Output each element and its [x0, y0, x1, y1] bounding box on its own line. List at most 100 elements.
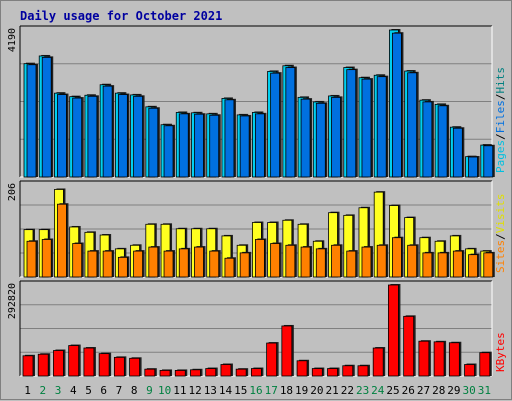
x-tick-day-16: 16: [249, 384, 262, 397]
x-tick-day-8: 8: [131, 384, 138, 397]
bar-kbytes-day-10: [159, 370, 171, 377]
bar-kbytes-day-23: [357, 365, 369, 377]
bar-kbytes-day-9: [144, 368, 156, 377]
x-tick-day-26: 26: [402, 384, 415, 397]
legend-item-files: Files: [494, 100, 507, 133]
bar-files-day-12: [194, 113, 204, 178]
x-tick-day-6: 6: [100, 384, 107, 397]
bar-sites-day-6: [102, 250, 113, 278]
x-tick-day-21: 21: [326, 384, 339, 397]
x-tick-day-18: 18: [280, 384, 293, 397]
bar-kbytes-day-27: [418, 340, 430, 377]
legend-kbytes: KBytes: [494, 332, 507, 372]
bar-files-day-20: [315, 102, 326, 178]
bar-kbytes-day-31: [479, 352, 491, 377]
bar-files-day-29: [452, 127, 463, 178]
ymax-label-hits-files: 4190: [7, 28, 18, 52]
x-tick-day-11: 11: [173, 384, 186, 397]
x-tick-day-15: 15: [234, 384, 247, 397]
bar-files-day-6: [102, 85, 113, 178]
x-tick-day-7: 7: [116, 384, 123, 397]
bar-sites-day-30: [468, 254, 478, 278]
bar-files-day-17: [270, 72, 281, 178]
bar-sites-day-13: [209, 250, 220, 278]
bar-files-day-4: [72, 97, 83, 178]
legend-item-sites: Sites: [494, 240, 507, 273]
bar-sites-day-14: [224, 257, 235, 278]
x-tick-day-14: 14: [219, 384, 233, 397]
bar-files-day-9: [148, 107, 159, 178]
legend-sites-visits: Sites/Visits: [494, 194, 507, 274]
x-tick-day-5: 5: [85, 384, 92, 397]
bar-sites-day-2: [41, 239, 52, 278]
bar-files-day-24: [376, 76, 387, 178]
legend-separator: /: [494, 94, 507, 101]
bar-files-day-15: [239, 115, 250, 178]
bar-files-day-18: [285, 67, 296, 178]
bar-files-day-23: [361, 78, 372, 178]
bar-files-day-13: [209, 114, 220, 178]
bar-sites-day-11: [178, 248, 189, 278]
x-tick-day-22: 22: [341, 384, 354, 397]
x-tick-day-13: 13: [204, 384, 217, 397]
bar-sites-day-24: [376, 244, 387, 278]
bar-sites-day-18: [285, 244, 296, 278]
bar-sites-day-27: [422, 252, 433, 278]
bar-kbytes-day-24: [372, 347, 384, 377]
x-tick-day-1: 1: [24, 384, 31, 397]
x-tick-day-31: 31: [478, 384, 491, 397]
bar-kbytes-day-7: [113, 356, 125, 377]
bar-kbytes-day-29: [448, 342, 460, 377]
bar-files-day-11: [178, 113, 189, 178]
bar-files-day-1: [26, 64, 37, 178]
bar-kbytes-day-18: [281, 325, 293, 377]
bar-kbytes-day-5: [83, 347, 95, 377]
x-tick-day-30: 30: [463, 384, 476, 397]
x-tick-day-2: 2: [40, 384, 47, 397]
bar-files-day-5: [87, 95, 98, 178]
legend-hits-files: Pages/Files/Hits: [494, 67, 507, 173]
legend-separator: /: [494, 133, 507, 140]
bar-files-day-10: [163, 125, 174, 178]
bar-kbytes-day-12: [190, 369, 201, 377]
bar-sites-day-7: [117, 256, 128, 278]
bar-files-day-14: [224, 99, 235, 178]
bar-kbytes-day-26: [403, 315, 415, 377]
bar-files-day-31: [483, 145, 494, 178]
x-tick-day-12: 12: [188, 384, 201, 397]
bar-sites-day-28: [437, 252, 448, 278]
bar-files-day-25: [392, 32, 402, 178]
bar-kbytes-day-15: [235, 368, 247, 377]
bar-sites-day-8: [133, 250, 143, 278]
bar-kbytes-day-30: [464, 364, 475, 377]
bar-sites-day-23: [361, 246, 372, 278]
bar-files-day-19: [300, 98, 311, 178]
ymax-label-kbytes: 292820: [7, 283, 18, 319]
x-tick-day-20: 20: [310, 384, 323, 397]
bar-sites-day-15: [239, 252, 250, 278]
bar-kbytes-day-6: [98, 353, 110, 377]
bar-kbytes-day-28: [433, 341, 445, 377]
bar-files-day-2: [41, 56, 52, 178]
bar-sites-day-26: [407, 244, 418, 278]
bar-files-day-7: [117, 94, 128, 178]
bar-files-day-30: [468, 156, 478, 178]
bar-kbytes-day-4: [68, 345, 80, 377]
bar-kbytes-day-13: [205, 368, 217, 377]
legend-item-hits: Hits: [494, 67, 507, 94]
bar-sites-day-31: [483, 252, 494, 278]
x-tick-day-24: 24: [371, 384, 385, 397]
bar-kbytes-day-17: [266, 342, 278, 377]
bar-sites-day-20: [315, 248, 326, 278]
bar-kbytes-day-16: [250, 368, 262, 377]
bar-files-day-27: [422, 101, 433, 178]
bar-sites-day-4: [72, 243, 83, 278]
bar-files-day-3: [57, 94, 67, 178]
x-tick-day-10: 10: [158, 384, 171, 397]
bar-files-day-16: [254, 113, 265, 178]
x-tick-day-25: 25: [386, 384, 399, 397]
legend-item-visits: Visits: [494, 194, 507, 234]
x-tick-day-23: 23: [356, 384, 369, 397]
bar-sites-day-3: [57, 203, 67, 278]
